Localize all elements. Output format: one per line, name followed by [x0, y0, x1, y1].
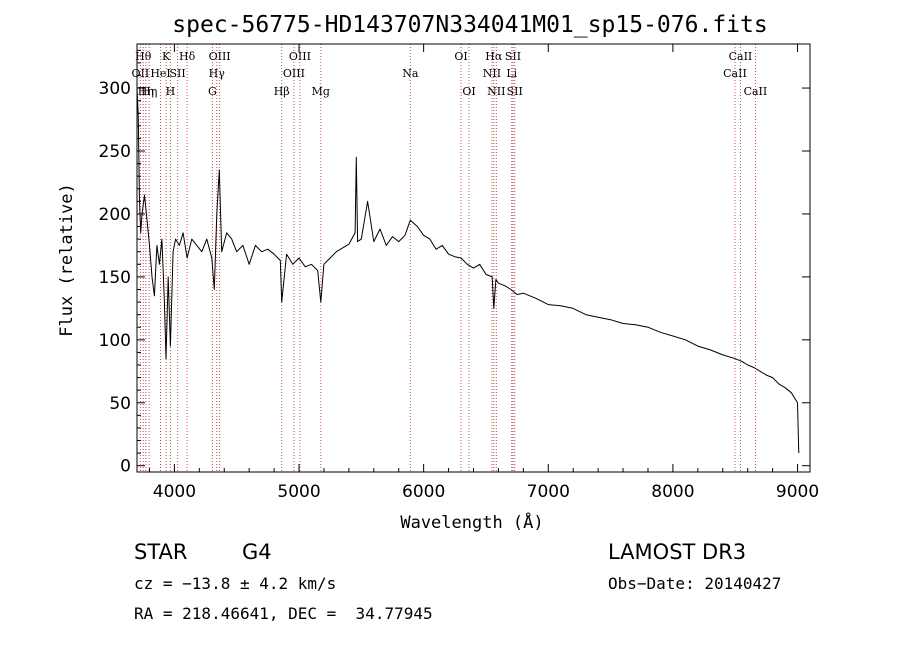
spectrum-line: [136, 88, 800, 454]
line-marker-label: Li: [506, 67, 517, 80]
line-marker-label: HeI: [150, 67, 170, 80]
object-class: STAR: [134, 540, 188, 564]
survey-name: LAMOST DR3: [608, 540, 747, 564]
line-marker-label: Hη: [141, 85, 157, 98]
line-marker-label: Hγ: [209, 67, 226, 80]
line-marker-label: SII: [505, 50, 521, 63]
x-axis: 4000 5000 6000 7000 8000 9000: [148, 44, 819, 502]
coordinates: RA = 218.46641, DEC = 34.77945: [134, 604, 433, 623]
line-marker-label: Hβ: [274, 85, 290, 98]
line-marker-label: Na: [402, 67, 419, 80]
observation-date: Obs−Date: 20140427: [608, 574, 782, 593]
line-marker-label: OIII: [209, 50, 231, 63]
line-marker-label: OI: [462, 85, 475, 98]
redshift-velocity: cz = −13.8 ± 4.2 km/s: [134, 574, 337, 593]
x-tick-label: 5000: [277, 482, 320, 502]
line-marker-label: CaII: [729, 50, 753, 63]
line-marker-label: Hα: [485, 50, 503, 63]
y-tick-label: 200: [99, 205, 131, 225]
y-axis-label: Flux (relative): [57, 183, 77, 337]
y-tick-label: 50: [109, 394, 131, 414]
chart-title: spec-56775-HD143707N334041M01_sp15-076.f…: [172, 12, 767, 38]
y-tick-label: 0: [120, 457, 131, 477]
x-tick-label: 6000: [402, 482, 445, 502]
line-marker-label: Mg: [312, 85, 330, 98]
line-marker-label: K: [162, 50, 171, 63]
spectrum-series: [136, 88, 800, 454]
line-marker-label: OII: [132, 67, 150, 80]
line-marker-label: Hδ: [179, 50, 196, 63]
x-axis-label: Wavelength (Å): [400, 511, 543, 533]
y-tick-label: 150: [99, 268, 131, 288]
x-tick-label: 8000: [651, 482, 694, 502]
line-marker-label: NII: [487, 85, 505, 98]
spectral-line-markers: OIIHθHηHηHeIKHSIIHδGHγOIIIHβOIIIOIIIMgNa…: [132, 44, 768, 472]
x-tick-label: 4000: [153, 482, 196, 502]
line-marker-label: OI: [454, 50, 467, 63]
line-marker-label: SII: [170, 67, 186, 80]
plot-frame: [136, 43, 811, 473]
y-tick-label: 100: [99, 331, 131, 351]
x-tick-label: 7000: [527, 482, 570, 502]
line-marker-label: H: [166, 85, 176, 98]
object-subclass: G4: [242, 540, 272, 564]
x-tick-label: 9000: [776, 482, 819, 502]
y-tick-label: 250: [99, 142, 131, 162]
line-marker-label: OIII: [289, 50, 311, 63]
line-marker-label: OIII: [283, 67, 305, 80]
line-marker-label: CaII: [723, 67, 747, 80]
line-marker-label: G: [208, 85, 217, 98]
line-marker-label: Hθ: [135, 50, 152, 63]
line-marker-label: NII: [483, 67, 501, 80]
line-marker-label: SII: [507, 85, 523, 98]
y-tick-label: 300: [99, 79, 131, 99]
y-axis: 0 50 100 150 200 250 300: [99, 49, 810, 477]
line-marker-label: CaII: [744, 85, 768, 98]
